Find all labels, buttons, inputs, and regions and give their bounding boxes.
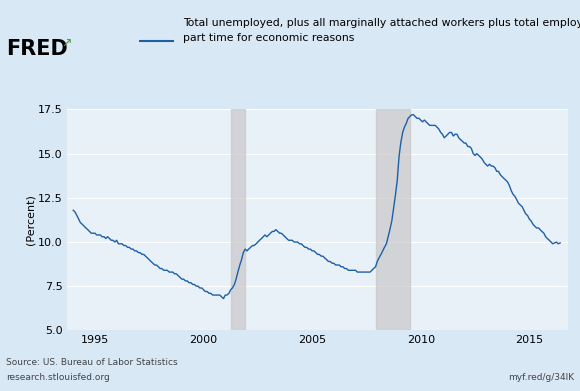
Bar xyxy=(375,109,410,330)
Text: ↗: ↗ xyxy=(61,37,71,50)
Text: part time for economic reasons: part time for economic reasons xyxy=(183,33,354,43)
Text: Total unemployed, plus all marginally attached workers plus total employed: Total unemployed, plus all marginally at… xyxy=(183,18,580,28)
Text: Source: US. Bureau of Labor Statistics: Source: US. Bureau of Labor Statistics xyxy=(6,358,177,367)
Text: myf.red/g/34IK: myf.red/g/34IK xyxy=(508,373,574,382)
Y-axis label: (Percent): (Percent) xyxy=(25,194,35,246)
Text: FRED: FRED xyxy=(6,39,67,59)
Text: research.stlouisfed.org: research.stlouisfed.org xyxy=(6,373,110,382)
Bar xyxy=(231,109,245,330)
